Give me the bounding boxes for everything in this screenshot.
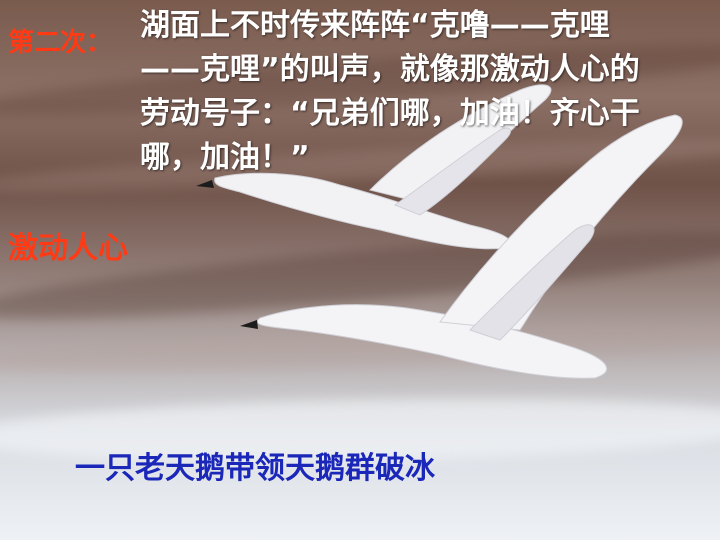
heading-label: 激动人心 bbox=[8, 231, 128, 266]
swan-upper bbox=[196, 84, 552, 250]
swan-lower bbox=[240, 114, 683, 379]
image-caption: 一只老天鹅带领天鹅群破冰 bbox=[75, 451, 435, 486]
order-label: 第二次： bbox=[8, 28, 113, 58]
passage-text: 湖面上不时传来阵阵“克噜——克哩——克哩”的叫声，就像那激动人心的劳动号子：“兄… bbox=[140, 8, 640, 175]
